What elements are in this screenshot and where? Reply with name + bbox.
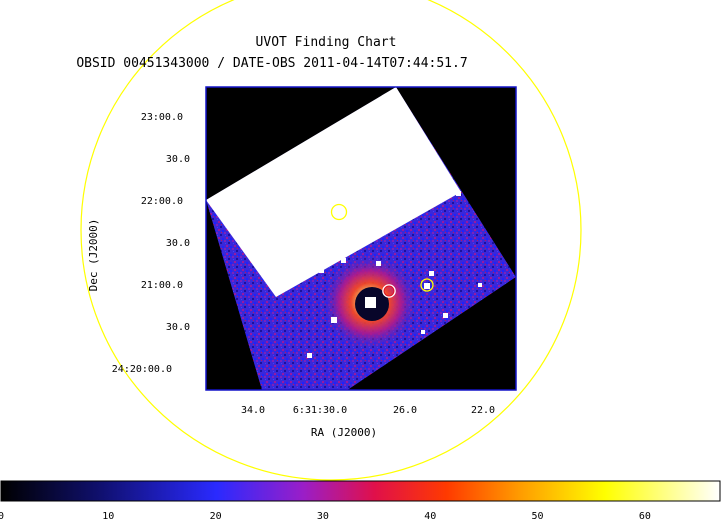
dec-ticks: 23:00.0 30.0 22:00.0 30.0 21:00.0 30.0 2… xyxy=(112,112,190,375)
svg-text:22:00.0: 22:00.0 xyxy=(141,196,183,207)
ra-axis-label: RA (J2000) xyxy=(311,426,377,439)
source-circle-red-inner xyxy=(383,285,395,297)
svg-text:21:00.0: 21:00.0 xyxy=(141,280,183,291)
svg-text:23:00.0: 23:00.0 xyxy=(141,112,183,123)
colorbar-tick-label: 10 xyxy=(102,511,114,521)
svg-text:30.0: 30.0 xyxy=(166,322,190,333)
colorbar-tick-label: 40 xyxy=(424,511,436,521)
colorbar-tick-label: 50 xyxy=(532,511,544,521)
svg-text:24:20:00.0: 24:20:00.0 xyxy=(112,364,172,375)
colorbar-tick-label: 30 xyxy=(317,511,329,521)
dec-axis-label: Dec (J2000) xyxy=(87,219,100,292)
svg-text:26.0: 26.0 xyxy=(393,405,417,416)
stars xyxy=(307,191,482,358)
source-circle-red xyxy=(382,284,396,298)
svg-text:30.0: 30.0 xyxy=(166,238,190,249)
colorbar xyxy=(0,480,721,502)
image-frame xyxy=(205,86,517,391)
exposure-gap xyxy=(206,87,461,297)
chart-title: UVOT Finding Chart xyxy=(256,35,397,50)
svg-text:34.0: 34.0 xyxy=(241,405,265,416)
svg-text:22.0: 22.0 xyxy=(471,405,495,416)
colorbar-tick-label: 60 xyxy=(639,511,651,521)
target-circle-yellow xyxy=(330,203,348,221)
svg-text:30.0: 30.0 xyxy=(166,154,190,165)
sky-image[interactable] xyxy=(206,87,516,438)
colorbar-tick-label: 20 xyxy=(210,511,222,521)
ra-ticks: 34.0 6:31:30.0 26.0 22.0 xyxy=(241,405,495,416)
source-circle-yellow xyxy=(420,278,434,292)
svg-text:6:31:30.0: 6:31:30.0 xyxy=(293,405,347,416)
colorbar-ticks: 0 10 20 30 40 50 60 xyxy=(0,511,651,521)
fov-circle xyxy=(80,0,582,481)
colorbar-tick-label: 0 xyxy=(0,511,4,521)
chart-subtitle: OBSID 00451343000 / DATE-OBS 2011-04-14T… xyxy=(76,56,467,71)
